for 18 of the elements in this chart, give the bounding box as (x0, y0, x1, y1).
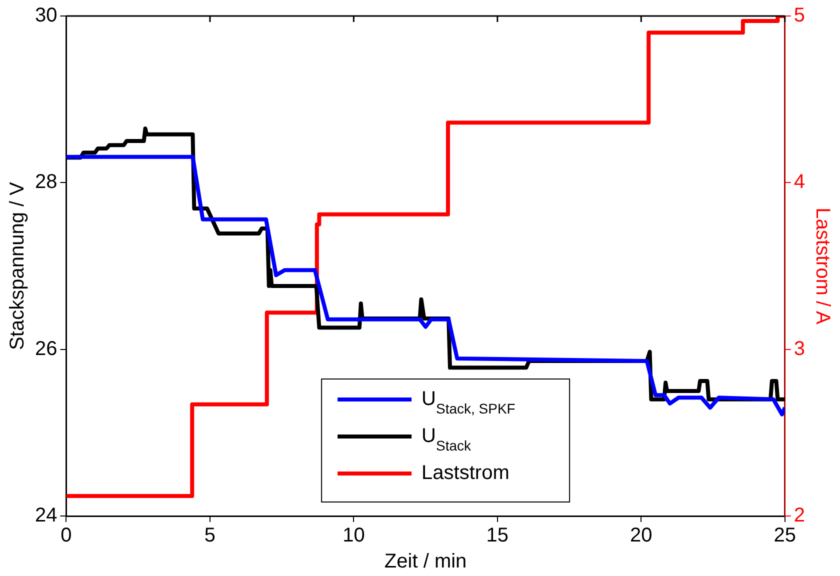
x-axis-title: Zeit / min (384, 550, 467, 573)
x-tick-label: 25 (774, 524, 796, 547)
x-tick-label: 0 (60, 524, 72, 547)
y-tick-label: 24 (34, 504, 58, 527)
y2-tick-label: 4 (794, 171, 805, 194)
x-tick-label: 10 (342, 524, 365, 547)
y-tick-label: 28 (34, 171, 58, 194)
y2-axis-title: Laststrom / A (811, 208, 834, 326)
y2-tick-label: 3 (794, 338, 805, 360)
y2-tick-label: 5 (794, 4, 805, 27)
y-tick-label: 30 (34, 4, 58, 27)
y-tick-label: 26 (34, 338, 58, 360)
x-tick-label: 20 (630, 524, 652, 547)
y-axis-title: Stackspannung / V (6, 181, 29, 350)
y2-tick-label: 2 (794, 504, 805, 527)
x-tick-label: 5 (204, 524, 216, 547)
legend-label: Laststrom (422, 462, 510, 484)
x-tick-label: 15 (486, 524, 509, 547)
